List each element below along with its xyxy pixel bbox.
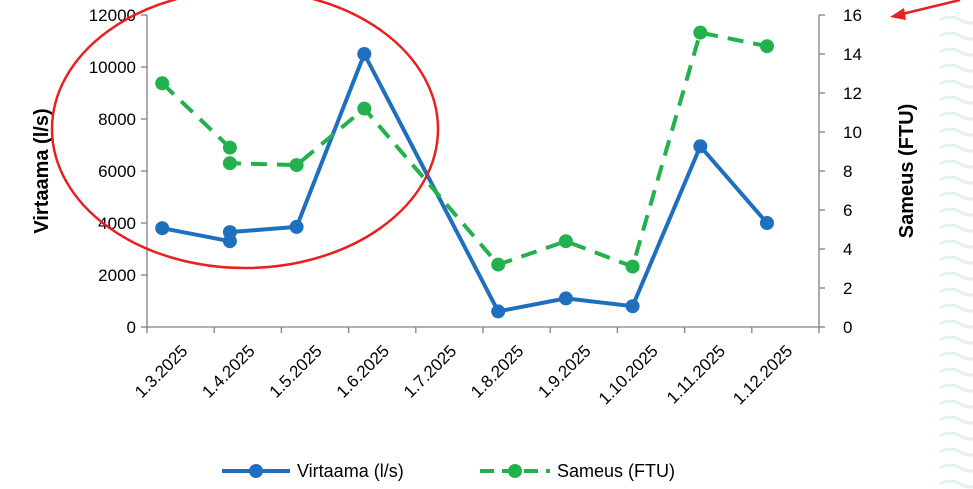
right-axis-ticks: 0 2 4 6 8 10 12 14 16 bbox=[819, 6, 862, 337]
decorative-stripe bbox=[939, 255, 973, 265]
x-tick-label: 1.3.2025 bbox=[131, 341, 191, 401]
y-tick-label: 0 bbox=[127, 318, 136, 337]
x-tick-label: 1.12.2025 bbox=[729, 341, 796, 408]
series-line-1 bbox=[160, 30, 768, 269]
x-tick-label: 1.6.2025 bbox=[333, 341, 393, 401]
series-point-0 bbox=[222, 225, 237, 240]
decorative-stripe bbox=[939, 143, 973, 153]
decorative-stripe bbox=[939, 271, 973, 281]
decorative-stripe bbox=[939, 207, 973, 217]
x-tick-label: 1.7.2025 bbox=[400, 341, 460, 401]
decorative-stripe bbox=[939, 335, 973, 345]
decorative-stripe bbox=[939, 319, 973, 329]
series-point-1 bbox=[222, 140, 237, 155]
y-tick-label: 2000 bbox=[98, 266, 136, 285]
series-point-0 bbox=[693, 139, 708, 154]
decorative-stripe bbox=[939, 47, 973, 57]
decorative-stripe bbox=[939, 223, 973, 233]
series-point-1 bbox=[357, 101, 372, 116]
series-line-0 bbox=[161, 52, 769, 314]
y2-tick-label: 14 bbox=[843, 45, 862, 64]
y2-tick-label: 12 bbox=[843, 84, 862, 103]
y2-tick-label: 8 bbox=[843, 162, 852, 181]
x-tick-label: 1.10.2025 bbox=[595, 341, 662, 408]
annotation-layer bbox=[50, 0, 961, 270]
x-tick-label: 1.8.2025 bbox=[467, 341, 527, 401]
series-point-0 bbox=[491, 304, 506, 319]
decorative-stripe bbox=[939, 159, 973, 169]
x-tick-label: 1.5.2025 bbox=[266, 341, 326, 401]
y2-tick-label: 6 bbox=[843, 201, 852, 220]
left-axis-ticks: 0 2000 4000 6000 8000 10000 12000 bbox=[89, 6, 147, 337]
series-point-0 bbox=[558, 291, 573, 306]
arrow-annotation-head bbox=[890, 8, 906, 20]
x-tick-label: 1.4.2025 bbox=[198, 341, 258, 401]
decorative-stripe bbox=[939, 383, 973, 393]
decorative-stripe bbox=[939, 367, 973, 377]
decorative-stripe bbox=[939, 351, 973, 361]
arrow-annotation-shaft bbox=[897, 0, 961, 17]
series-point-1 bbox=[693, 25, 708, 40]
decorative-stripe bbox=[939, 111, 973, 121]
decorative-stripe bbox=[939, 191, 973, 201]
decorative-stripe bbox=[939, 63, 973, 73]
decorative-stripe bbox=[939, 447, 973, 457]
series-point-1 bbox=[289, 158, 304, 173]
series-point-1 bbox=[558, 234, 573, 249]
y2-tick-label: 2 bbox=[843, 279, 852, 298]
decorative-stripe bbox=[939, 415, 973, 425]
decorative-stripe bbox=[939, 31, 973, 41]
decorative-stripe bbox=[939, 95, 973, 105]
y-tick-label: 12000 bbox=[89, 6, 136, 25]
decorative-background-stripes bbox=[939, 15, 973, 489]
legend-label-sameus: Sameus (FTU) bbox=[557, 461, 675, 481]
legend-marker-sameus bbox=[508, 464, 522, 478]
series-layer bbox=[155, 25, 774, 319]
y-tick-label: 8000 bbox=[98, 110, 136, 129]
decorative-stripe bbox=[939, 15, 973, 25]
y2-tick-label: 10 bbox=[843, 123, 862, 142]
legend-label-virtaama: Virtaama (l/s) bbox=[297, 461, 404, 481]
decorative-stripe bbox=[939, 463, 973, 473]
series-point-1 bbox=[760, 39, 774, 54]
legend: Virtaama (l/s) Sameus (FTU) bbox=[222, 461, 675, 481]
legend-item-virtaama: Virtaama (l/s) bbox=[222, 461, 404, 481]
y2-tick-label: 16 bbox=[843, 6, 862, 25]
y2-tick-label: 4 bbox=[843, 240, 852, 259]
decorative-stripe bbox=[939, 431, 973, 441]
y-tick-label: 6000 bbox=[98, 162, 136, 181]
decorative-stripe bbox=[939, 287, 973, 297]
series-point-0 bbox=[155, 221, 170, 236]
decorative-stripe bbox=[939, 79, 973, 89]
series-point-0 bbox=[289, 219, 304, 234]
series-point-0 bbox=[357, 47, 372, 61]
decorative-stripe bbox=[939, 239, 973, 249]
legend-marker-virtaama bbox=[249, 464, 263, 478]
decorative-stripe bbox=[939, 303, 973, 313]
series-point-0 bbox=[625, 299, 640, 314]
highlight-circle-annotation bbox=[50, 0, 440, 270]
series-point-1 bbox=[491, 257, 506, 272]
series-point-1 bbox=[625, 259, 640, 274]
decorative-stripe bbox=[939, 399, 973, 409]
right-axis-title: Sameus (FTU) bbox=[896, 104, 918, 238]
y-tick-label: 10000 bbox=[89, 58, 136, 77]
decorative-stripe bbox=[939, 127, 973, 137]
series-point-1 bbox=[155, 76, 170, 91]
x-axis-ticks: 1.3.2025 1.4.2025 1.5.2025 1.6.2025 1.7.2025… bbox=[131, 327, 820, 408]
x-tick-label: 1.9.2025 bbox=[534, 341, 594, 401]
left-axis-title: Virtaama (l/s) bbox=[31, 108, 53, 233]
decorative-stripe bbox=[939, 479, 973, 489]
y-tick-label: 4000 bbox=[98, 214, 136, 233]
x-tick-label: 1.11.2025 bbox=[663, 341, 729, 407]
legend-item-sameus: Sameus (FTU) bbox=[480, 461, 675, 481]
series-point-0 bbox=[760, 216, 774, 230]
decorative-stripe bbox=[939, 175, 973, 185]
y2-tick-label: 0 bbox=[843, 318, 852, 337]
series-point-1 bbox=[222, 156, 237, 171]
